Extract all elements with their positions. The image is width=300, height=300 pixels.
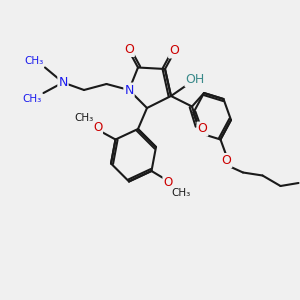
Text: CH₃: CH₃ bbox=[74, 113, 94, 123]
Text: CH₃: CH₃ bbox=[23, 94, 42, 104]
Text: O: O bbox=[169, 44, 179, 58]
Text: N: N bbox=[58, 76, 68, 89]
Text: CH₃: CH₃ bbox=[24, 56, 44, 66]
Text: O: O bbox=[198, 122, 207, 136]
Text: O: O bbox=[124, 43, 134, 56]
Text: O: O bbox=[222, 154, 231, 167]
Text: CH₃: CH₃ bbox=[172, 188, 191, 197]
Text: O: O bbox=[164, 176, 172, 190]
Text: O: O bbox=[93, 121, 102, 134]
Text: OH: OH bbox=[185, 73, 205, 86]
Text: N: N bbox=[124, 83, 134, 97]
